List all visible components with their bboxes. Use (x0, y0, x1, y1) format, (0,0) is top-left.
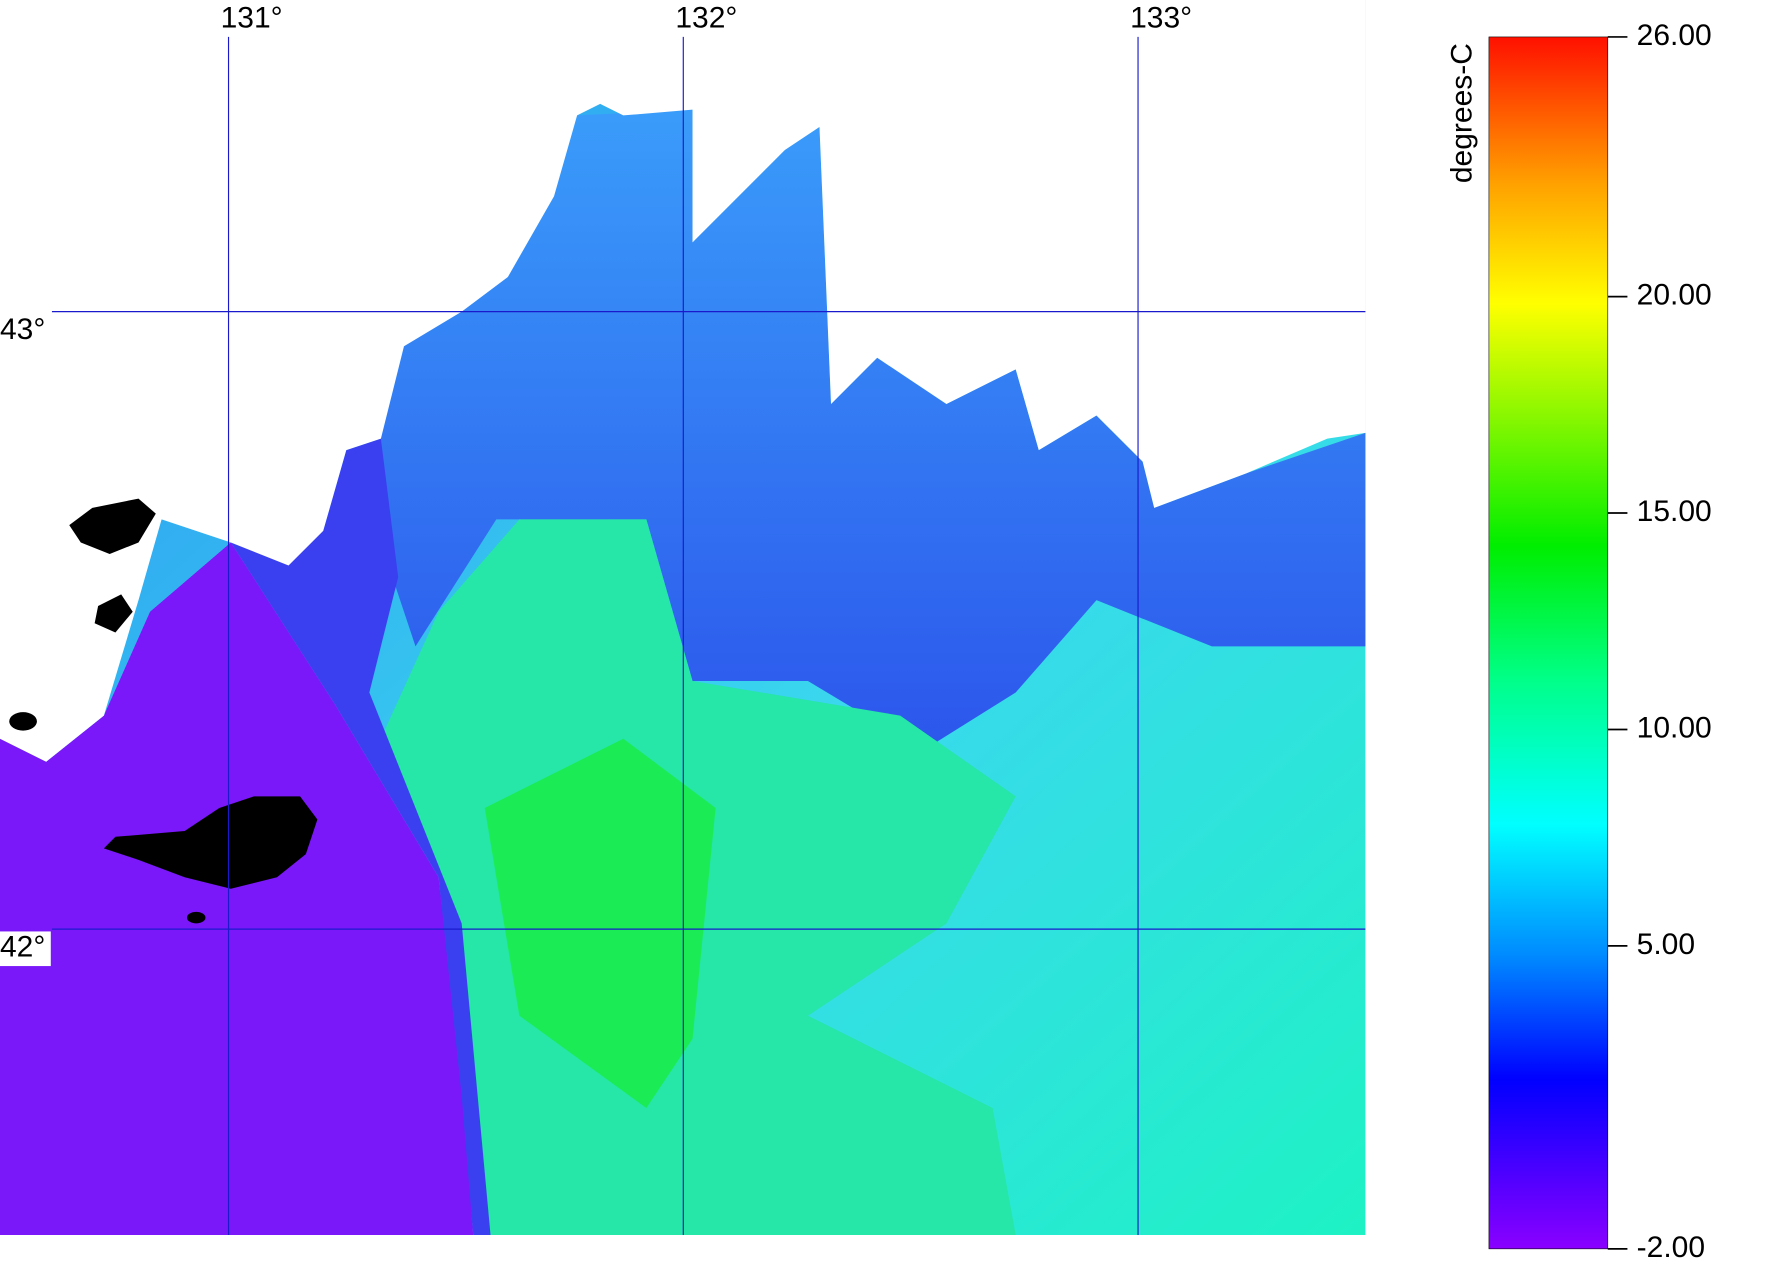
longitude-label: 132° (675, 2, 737, 35)
offshore-cold (0, 542, 474, 1235)
label-box (0, 931, 51, 967)
coastal-band (230, 438, 491, 1235)
overlay: degrees-C 131° 132° 133° 43° 42° 26.00 20.00 15… (0, 2, 1712, 1264)
colorbar-tick-label: 10.00 (1637, 711, 1712, 744)
colorbar-tick-label: -2.00 (1637, 1231, 1705, 1264)
colorbar-tick-label: 15.00 (1637, 495, 1712, 528)
colorbar-tick-label: 20.00 (1637, 279, 1712, 312)
colorbar (1488, 36, 1609, 1250)
label-box (0, 313, 51, 349)
longitude-label: 131° (221, 2, 283, 35)
land (0, 0, 1366, 762)
warm-core (484, 738, 716, 1109)
cold-water (380, 109, 1366, 751)
colorbar-tick-label: 26.00 (1637, 19, 1712, 52)
island (9, 712, 37, 731)
latitude-label: 43° (0, 313, 45, 346)
island (69, 498, 156, 555)
island (186, 911, 206, 924)
island (103, 796, 318, 889)
island (94, 594, 133, 633)
islands (9, 498, 318, 924)
latitude-label: 42° (0, 931, 45, 964)
longitude-label: 133° (1130, 2, 1192, 35)
colorbar-title: degrees-C (1445, 43, 1478, 183)
colorbar-tick-label: 5.00 (1637, 928, 1695, 961)
